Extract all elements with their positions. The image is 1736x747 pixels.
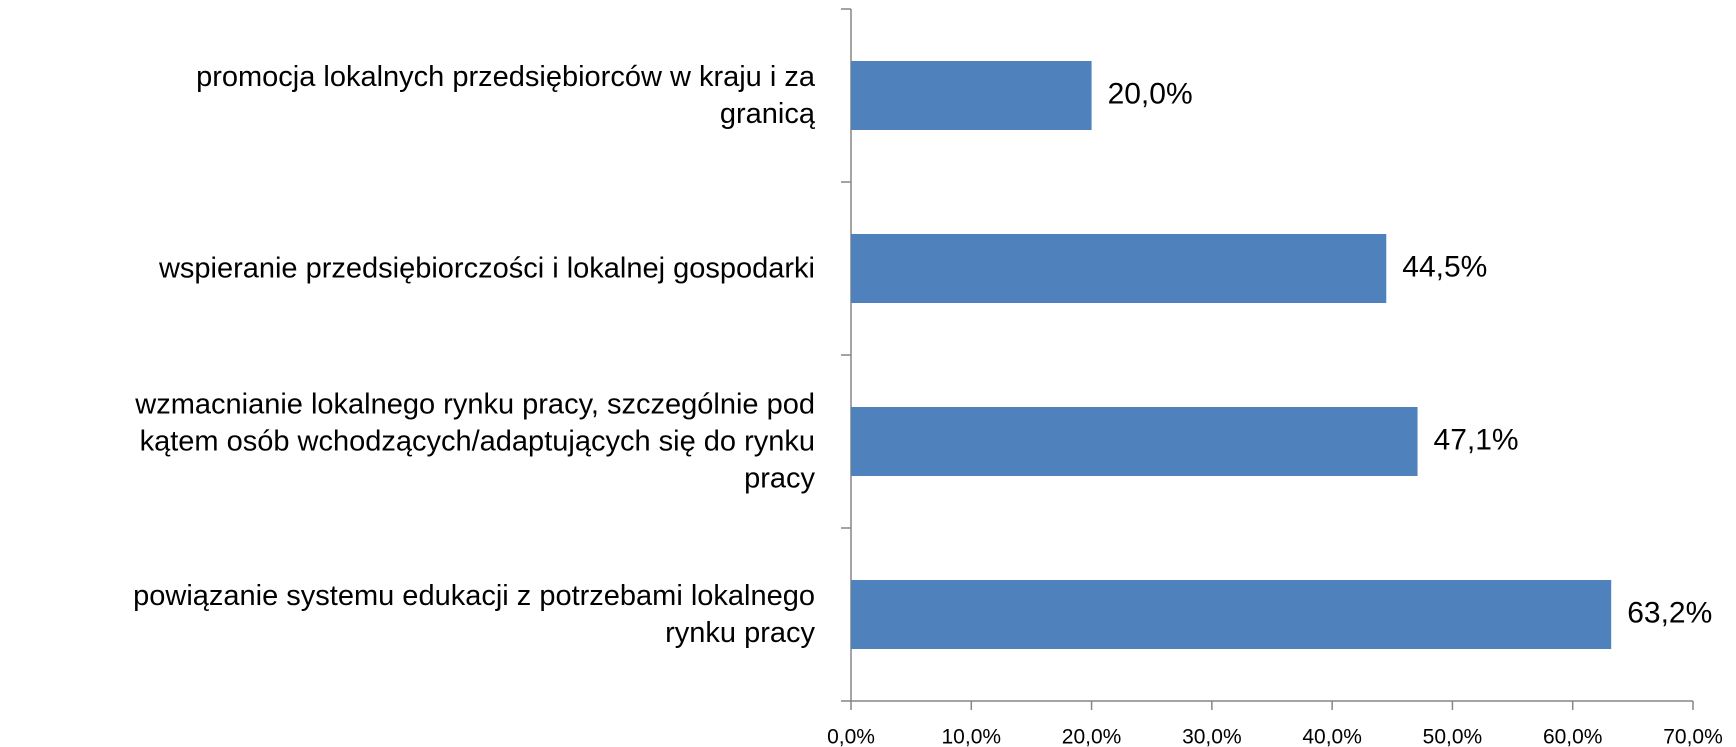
x-tick-label: 10,0% (942, 726, 1002, 747)
x-tick-label: 60,0% (1543, 726, 1603, 747)
category-label: promocja lokalnych przedsiębiorców w kra… (196, 60, 815, 130)
category-label: wspieranie przedsiębiorczości i lokalnej… (158, 252, 815, 284)
bar (851, 61, 1092, 130)
bar (851, 407, 1418, 476)
x-tick-label: 30,0% (1182, 726, 1242, 747)
category-label: wzmacnianie lokalnego rynku pracy, szcze… (135, 388, 815, 494)
value-label: 63,2% (1627, 596, 1712, 629)
bar (851, 580, 1612, 649)
value-label: 47,1% (1434, 423, 1519, 456)
x-tick-label: 0,0% (827, 726, 875, 747)
x-tick-label: 50,0% (1423, 726, 1483, 747)
x-tick-label: 20,0% (1062, 726, 1122, 747)
x-tick-label: 40,0% (1302, 726, 1362, 747)
category-label: powiązanie systemu edukacji z potrzebami… (133, 579, 815, 649)
bar (851, 234, 1387, 303)
value-label: 44,5% (1402, 250, 1487, 283)
x-tick-label: 70,0% (1663, 726, 1723, 747)
value-label: 20,0% (1108, 77, 1193, 110)
